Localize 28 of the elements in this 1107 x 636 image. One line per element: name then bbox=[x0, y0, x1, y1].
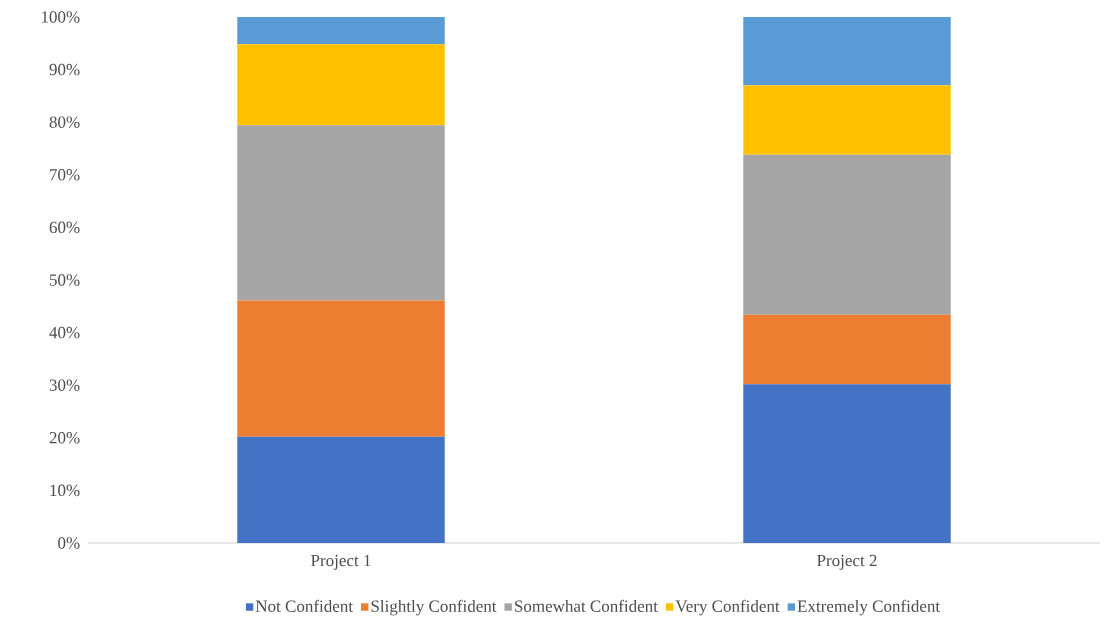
legend-label: Somewhat Confident bbox=[515, 599, 658, 612]
y-tick-label: 20% bbox=[49, 432, 80, 444]
legend-label: Not Confident bbox=[255, 599, 353, 612]
legend-label: Slightly Confident bbox=[371, 599, 497, 616]
bar bbox=[237, 125, 445, 301]
y-tick-label: 50% bbox=[49, 274, 80, 286]
bar bbox=[237, 300, 445, 437]
y-tick-label: 90% bbox=[49, 63, 80, 76]
x-tick-label: Project 1 bbox=[311, 554, 371, 570]
y-tick-label: 40% bbox=[49, 326, 80, 339]
y-tick-label: 10% bbox=[50, 484, 80, 497]
bar bbox=[743, 85, 951, 155]
bar bbox=[237, 436, 445, 543]
y-tick-label: 80% bbox=[49, 116, 80, 128]
legend-label: Very Confident bbox=[675, 599, 780, 616]
x-tick-label: Project 2 bbox=[817, 554, 877, 570]
y-tick-label: 70% bbox=[50, 169, 80, 181]
y-tick-label: 30% bbox=[49, 379, 80, 391]
bar bbox=[743, 384, 951, 543]
bar bbox=[237, 44, 445, 126]
y-tick-label: 0% bbox=[58, 537, 80, 549]
bar bbox=[743, 16, 951, 86]
legend-label: Extremely Confident bbox=[797, 599, 941, 616]
y-tick-label: 100% bbox=[41, 11, 80, 23]
bar bbox=[743, 314, 951, 385]
y-tick-label: 60% bbox=[49, 221, 80, 234]
bar bbox=[237, 16, 445, 45]
bar bbox=[743, 154, 951, 315]
